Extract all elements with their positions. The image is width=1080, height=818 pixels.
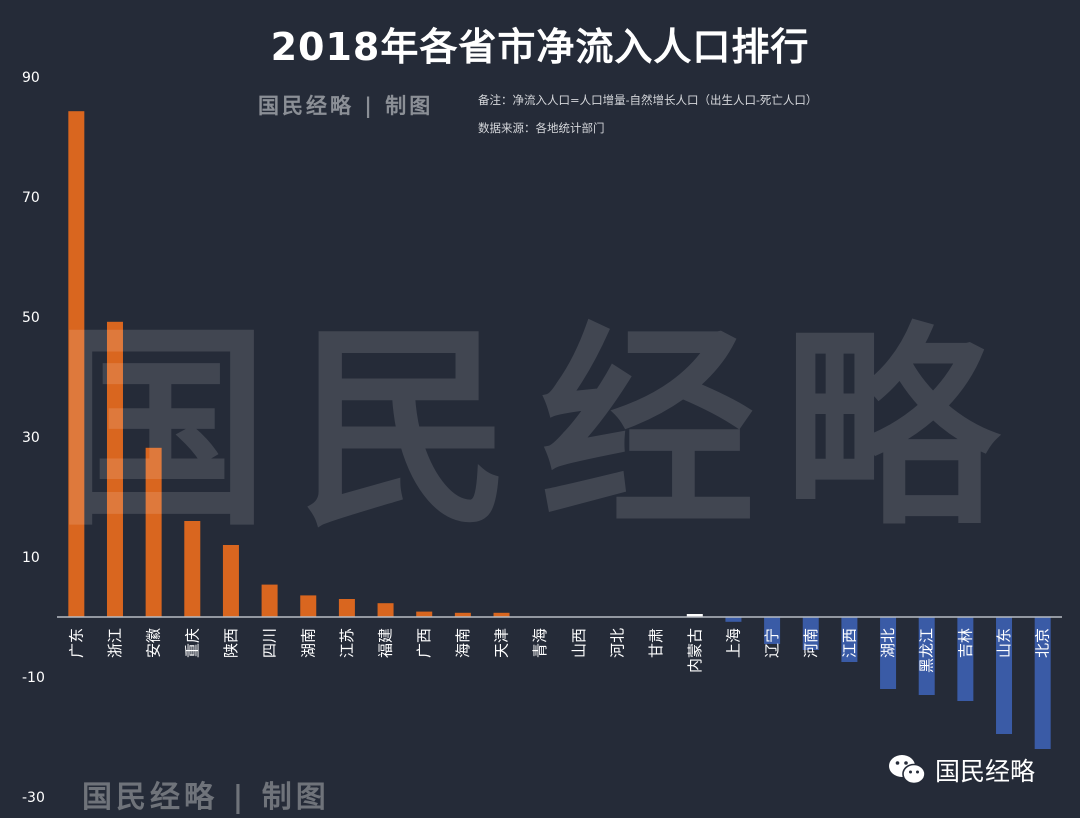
x-tick-label: 山东 xyxy=(995,628,1013,658)
bar xyxy=(416,611,433,617)
y-axis: 90 70 50 30 10 -10 -30 xyxy=(22,70,45,806)
wechat-account: 国民经略 xyxy=(887,752,1035,788)
brand-label-bottom: 国民经略 | 制图 xyxy=(82,780,330,815)
y-tick-label: 30 xyxy=(22,430,40,446)
x-tick-label: 江苏 xyxy=(338,628,356,658)
bars xyxy=(68,111,1051,749)
x-tick-label: 甘肃 xyxy=(647,628,665,658)
x-tick-label: 浙江 xyxy=(106,628,124,658)
bar xyxy=(493,612,510,617)
y-tick-label: 50 xyxy=(22,310,40,326)
chart-title: 2018年各省市净流入人口排行 xyxy=(270,25,810,69)
x-tick-label: 重庆 xyxy=(183,628,201,658)
y-tick-label: 10 xyxy=(22,550,40,566)
bar xyxy=(106,321,123,617)
bar xyxy=(184,521,201,617)
x-tick-label: 广东 xyxy=(67,628,85,658)
x-tick-label: 湖北 xyxy=(879,628,897,658)
x-tick-label: 黑龙江 xyxy=(918,628,936,673)
x-tick-label: 四川 xyxy=(261,628,279,658)
bar xyxy=(1034,617,1051,749)
x-tick-label: 内蒙古 xyxy=(686,628,704,673)
wechat-account-name: 国民经略 xyxy=(935,757,1036,786)
note-source: 数据来源：各地统计部门 xyxy=(478,121,605,135)
y-tick-label: 90 xyxy=(22,70,40,86)
x-tick-label: 河南 xyxy=(802,628,820,658)
x-tick-label: 上海 xyxy=(724,628,742,658)
bar xyxy=(802,617,819,650)
bar xyxy=(222,545,239,617)
y-tick-label: 70 xyxy=(22,190,40,206)
x-tick-label: 辽宁 xyxy=(763,628,781,658)
bar xyxy=(261,584,278,617)
y-tick-label: -10 xyxy=(22,670,45,686)
brand-label-top: 国民经略 | 制图 xyxy=(258,93,434,118)
bar xyxy=(841,617,858,662)
bar xyxy=(377,603,394,617)
bar xyxy=(686,614,703,617)
x-tick-label: 海南 xyxy=(454,628,472,658)
x-tick-label: 江西 xyxy=(840,628,858,658)
x-tick-label: 安徽 xyxy=(145,628,163,658)
x-tick-label: 福建 xyxy=(377,628,395,658)
x-tick-label: 广西 xyxy=(415,628,433,658)
x-tick-label: 天津 xyxy=(493,628,511,658)
x-tick-label: 青海 xyxy=(531,628,549,658)
x-tick-label: 吉林 xyxy=(956,628,974,658)
x-tick-label: 山西 xyxy=(570,628,588,658)
x-tick-label: 北京 xyxy=(1034,628,1052,658)
x-tick-label: 湖南 xyxy=(299,628,317,658)
y-tick-label: -30 xyxy=(22,790,45,806)
bar xyxy=(996,617,1013,734)
bar xyxy=(454,612,471,617)
bar xyxy=(918,617,935,695)
wechat-icon xyxy=(889,755,926,785)
bar xyxy=(764,617,781,644)
x-tick-label: 河北 xyxy=(608,628,626,658)
bar xyxy=(145,447,162,617)
watermark-text: 国民经略 xyxy=(54,302,1026,555)
x-axis: 广东 浙江 安徽 重庆 陕西 四川 湖南 江苏 福建 广西 海南 天津 青海 山西 河北 甘肃 内蒙古 上海 辽宁河… xyxy=(67,628,1051,673)
bar xyxy=(300,595,317,617)
bar xyxy=(338,599,355,617)
note-formula: 备注：净流入人口=人口增量-自然增长人口（出生人口-死亡人口） xyxy=(478,93,818,107)
bar xyxy=(957,617,974,701)
x-tick-label: 陕西 xyxy=(222,628,240,658)
bar xyxy=(880,617,897,689)
bar xyxy=(68,111,85,617)
bar xyxy=(725,617,742,622)
